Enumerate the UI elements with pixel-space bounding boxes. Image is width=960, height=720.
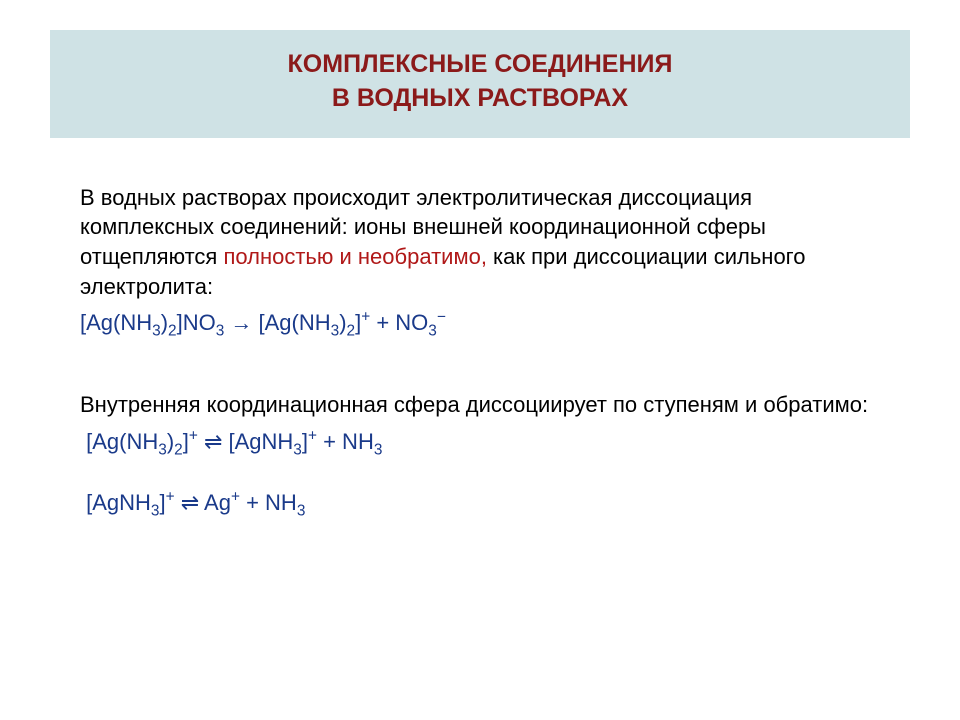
spacer-small — [80, 469, 880, 483]
title-line-2: В ВОДНЫХ РАСТВОРАХ — [70, 82, 890, 116]
formula-2: [Ag(NH3)2]+ ⇌ [AgNH3]+ + NH3 — [80, 424, 880, 463]
spacer — [80, 350, 880, 390]
para1-highlight: полностью и необратимо, — [223, 244, 486, 269]
paragraph-2: Внутренняя координационная сфера диссоци… — [80, 390, 880, 420]
title-box: КОМПЛЕКСНЫЕ СОЕДИНЕНИЯ В ВОДНЫХ РАСТВОРА… — [50, 30, 910, 138]
formula-1: [Ag(NH3)2]NO3 → [Ag(NH3)2]+ + NO3− — [80, 305, 880, 344]
formula-3: [AgNH3]+ ⇌ Ag+ + NH3 — [80, 485, 880, 524]
slide: КОМПЛЕКСНЫЕ СОЕДИНЕНИЯ В ВОДНЫХ РАСТВОРА… — [0, 0, 960, 720]
body: В водных растворах происходит электролит… — [50, 183, 910, 525]
title-line-1: КОМПЛЕКСНЫЕ СОЕДИНЕНИЯ — [70, 48, 890, 82]
paragraph-1: В водных растворах происходит электролит… — [80, 183, 880, 302]
